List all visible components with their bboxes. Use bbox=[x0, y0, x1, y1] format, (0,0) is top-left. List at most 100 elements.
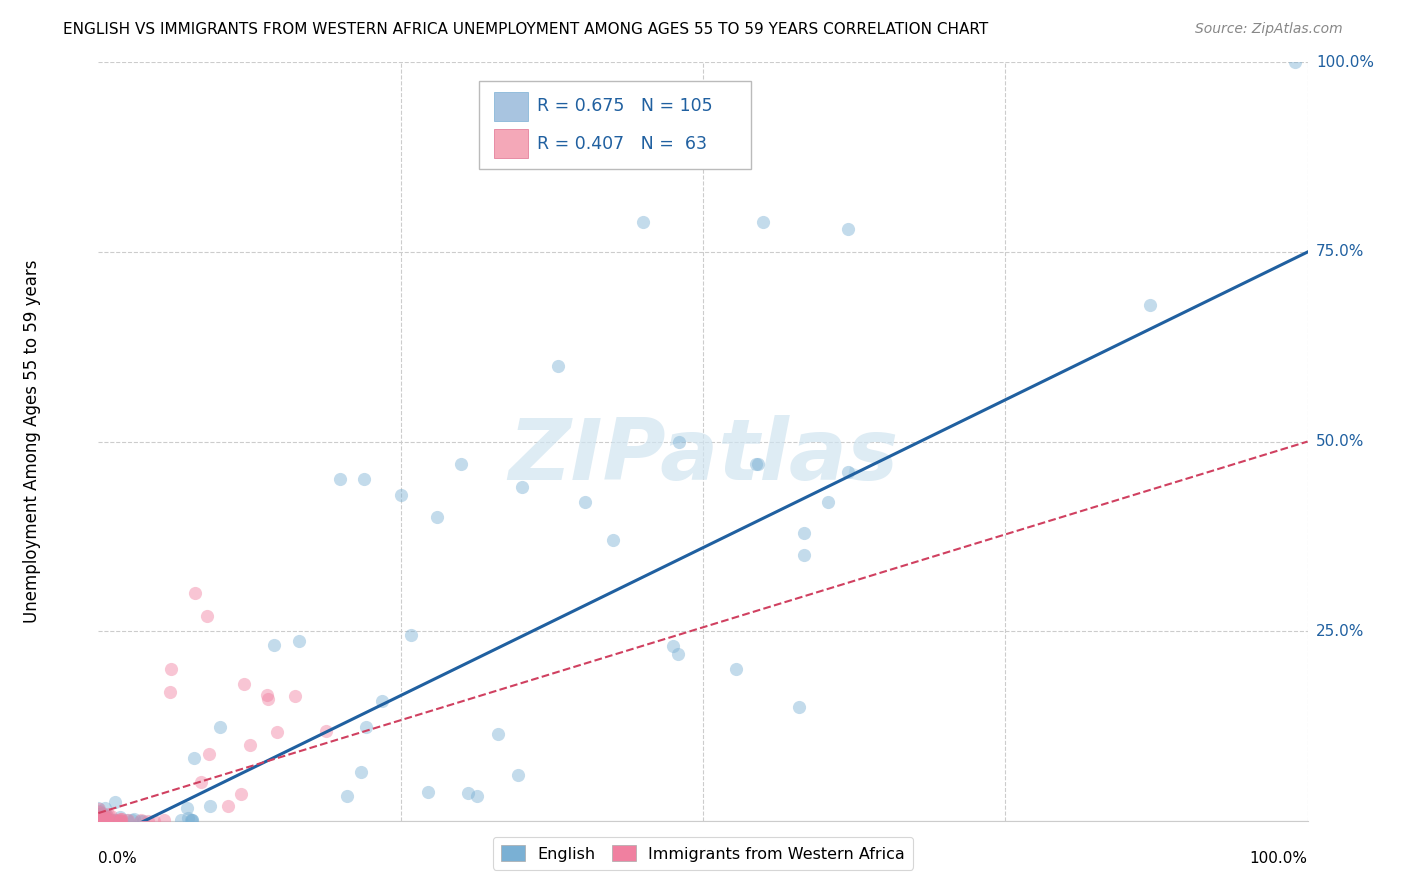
Point bbox=[284, 689, 307, 703]
Point bbox=[87, 814, 110, 828]
Text: 100.0%: 100.0% bbox=[1316, 55, 1374, 70]
Point bbox=[100, 809, 122, 823]
Point bbox=[122, 812, 145, 826]
Point bbox=[87, 811, 110, 825]
Point bbox=[87, 814, 110, 828]
Bar bbox=[494, 92, 527, 120]
Point bbox=[104, 795, 127, 809]
Point bbox=[416, 785, 439, 799]
Point bbox=[662, 639, 685, 653]
Point bbox=[315, 724, 337, 739]
Point bbox=[87, 812, 110, 826]
Point bbox=[89, 814, 111, 828]
Point bbox=[91, 806, 114, 821]
Point bbox=[87, 801, 110, 815]
Point bbox=[725, 662, 748, 676]
Point bbox=[87, 814, 110, 828]
Text: 100.0%: 100.0% bbox=[1250, 851, 1308, 866]
Point bbox=[87, 814, 110, 828]
Point bbox=[121, 814, 143, 828]
Point bbox=[87, 812, 110, 826]
Point bbox=[450, 458, 472, 472]
Point bbox=[371, 693, 394, 707]
Point bbox=[87, 814, 110, 828]
Point bbox=[389, 487, 412, 501]
Point bbox=[87, 814, 110, 828]
Point bbox=[94, 807, 117, 822]
Point bbox=[574, 495, 596, 509]
Point bbox=[837, 222, 859, 236]
Point bbox=[89, 811, 111, 825]
Point bbox=[91, 813, 114, 827]
Point bbox=[837, 465, 859, 479]
Point bbox=[105, 814, 128, 828]
Point bbox=[180, 814, 202, 828]
Point bbox=[336, 789, 359, 804]
Point bbox=[129, 813, 152, 827]
Point bbox=[98, 814, 121, 828]
Point bbox=[87, 813, 110, 827]
Point bbox=[354, 720, 377, 734]
Point bbox=[91, 814, 114, 828]
Point bbox=[87, 814, 110, 828]
Text: ZIPatlas: ZIPatlas bbox=[508, 415, 898, 499]
Point bbox=[91, 814, 114, 828]
Point bbox=[104, 814, 127, 828]
Point bbox=[752, 214, 775, 228]
Point bbox=[87, 814, 110, 828]
Point bbox=[87, 813, 110, 827]
Text: 50.0%: 50.0% bbox=[1316, 434, 1364, 449]
Text: Unemployment Among Ages 55 to 59 years: Unemployment Among Ages 55 to 59 years bbox=[22, 260, 41, 624]
Point bbox=[90, 814, 112, 828]
Point bbox=[89, 814, 111, 828]
Point bbox=[143, 814, 166, 828]
Point bbox=[138, 814, 160, 828]
Point bbox=[93, 814, 115, 828]
Point bbox=[176, 801, 198, 815]
Point bbox=[87, 805, 110, 820]
Point bbox=[108, 814, 131, 828]
Legend: English, Immigrants from Western Africa: English, Immigrants from Western Africa bbox=[494, 837, 912, 870]
Point bbox=[89, 814, 111, 828]
Point bbox=[506, 768, 529, 782]
Point bbox=[90, 813, 112, 827]
Point bbox=[195, 608, 218, 623]
Point bbox=[89, 813, 111, 827]
Point bbox=[90, 814, 112, 828]
Point bbox=[747, 458, 769, 472]
Point bbox=[87, 814, 110, 828]
Text: 25.0%: 25.0% bbox=[1316, 624, 1364, 639]
Point bbox=[91, 814, 114, 828]
Point bbox=[510, 480, 533, 494]
Point bbox=[353, 473, 375, 487]
Point bbox=[87, 814, 110, 828]
Point bbox=[87, 813, 110, 827]
Point bbox=[87, 811, 110, 825]
Point bbox=[96, 806, 118, 821]
Point bbox=[266, 725, 288, 739]
Point bbox=[91, 808, 114, 822]
Point bbox=[93, 814, 115, 828]
Point bbox=[87, 813, 110, 827]
Point bbox=[110, 814, 132, 828]
Point bbox=[110, 813, 132, 827]
Point bbox=[87, 813, 110, 827]
Text: Source: ZipAtlas.com: Source: ZipAtlas.com bbox=[1195, 22, 1343, 37]
Text: R = 0.407   N =  63: R = 0.407 N = 63 bbox=[537, 135, 707, 153]
Point bbox=[115, 813, 138, 827]
Point bbox=[239, 738, 262, 752]
Point bbox=[547, 359, 569, 373]
Point bbox=[89, 812, 111, 826]
Point bbox=[232, 677, 254, 691]
Point bbox=[91, 814, 114, 828]
Point bbox=[94, 813, 117, 827]
Point bbox=[90, 814, 112, 828]
Point bbox=[96, 812, 118, 826]
Point bbox=[457, 786, 479, 800]
Point bbox=[132, 814, 155, 828]
Point bbox=[87, 811, 110, 825]
Point bbox=[198, 747, 221, 761]
Point bbox=[160, 662, 183, 676]
Point bbox=[89, 814, 111, 828]
Point bbox=[110, 812, 132, 826]
